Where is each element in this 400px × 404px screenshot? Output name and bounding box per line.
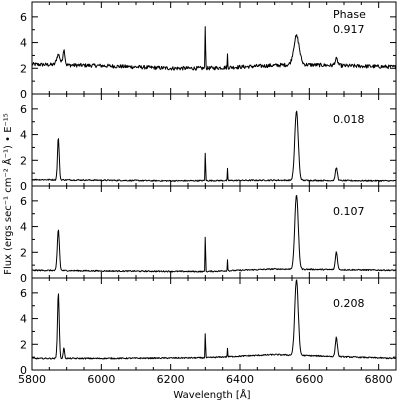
x-tick-label: 5800 bbox=[18, 373, 46, 386]
y-tick-label: 0 bbox=[20, 272, 27, 285]
spectrum-line bbox=[31, 195, 397, 273]
y-axis-title: Flux (ergs sec⁻¹ cm⁻² Å⁻¹) • E⁻¹⁵ bbox=[1, 113, 14, 275]
panel-frame bbox=[31, 93, 397, 187]
spectrum-panel: 0 2 4 6 0.018 bbox=[20, 93, 397, 193]
panels-group: 0 2 4 6 Phase 0.917 0 2 4 6 0.018 0 2 4 6 0.107 0 2 4 6 0.20… bbox=[18, 1, 397, 386]
y-tick-label: 0 bbox=[20, 180, 27, 193]
y-tick-label: 2 bbox=[20, 338, 27, 351]
spectrum-panel: 0 2 4 6 0.107 bbox=[20, 185, 397, 285]
phase-label: 0.917 bbox=[333, 23, 365, 36]
phase-title: Phase bbox=[333, 8, 366, 21]
x-tick-label: 6200 bbox=[157, 373, 185, 386]
spectrum-line bbox=[31, 279, 396, 360]
y-tick-label: 6 bbox=[20, 11, 27, 24]
y-tick-label: 2 bbox=[20, 246, 27, 259]
y-tick-label: 0 bbox=[20, 88, 27, 101]
y-tick-label: 4 bbox=[20, 129, 27, 142]
x-tick-label: 6400 bbox=[226, 373, 254, 386]
panel-frame bbox=[31, 277, 397, 371]
spectrum-line bbox=[31, 26, 396, 71]
y-tick-label: 4 bbox=[20, 221, 27, 234]
y-tick-label: 2 bbox=[20, 154, 27, 167]
phase-label: 0.208 bbox=[333, 297, 365, 310]
x-tick-label: 6600 bbox=[295, 373, 323, 386]
x-tick-label: 6800 bbox=[365, 373, 393, 386]
spectrum-panel: 0 2 4 6 0.208 bbox=[20, 277, 397, 377]
y-tick-label: 6 bbox=[20, 195, 27, 208]
phase-label: 0.018 bbox=[333, 113, 365, 126]
spectrum-line bbox=[32, 110, 397, 182]
y-tick-label: 4 bbox=[20, 313, 27, 326]
y-tick-label: 0 bbox=[20, 364, 27, 377]
y-tick-label: 6 bbox=[20, 287, 27, 300]
y-tick-label: 4 bbox=[20, 37, 27, 50]
y-tick-label: 2 bbox=[20, 62, 27, 75]
panel-frame bbox=[31, 185, 397, 279]
x-tick-label: 6000 bbox=[87, 373, 115, 386]
y-tick-label: 6 bbox=[20, 103, 27, 116]
phase-label: 0.107 bbox=[333, 205, 365, 218]
x-axis-title: Wavelength [Å] bbox=[173, 388, 250, 401]
spectrum-panel: 0 2 4 6 Phase 0.917 bbox=[20, 1, 397, 101]
